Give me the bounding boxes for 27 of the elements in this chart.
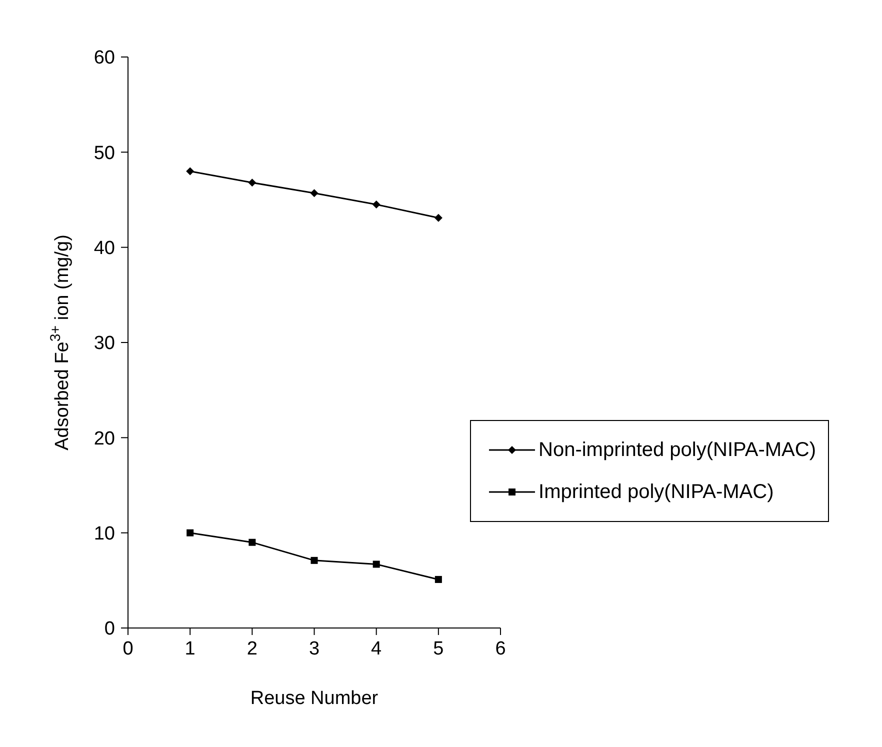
point bbox=[372, 200, 380, 209]
y-tick-label: 0 bbox=[104, 618, 115, 640]
point bbox=[310, 556, 318, 564]
point bbox=[372, 560, 380, 568]
point bbox=[248, 538, 256, 546]
point bbox=[434, 214, 442, 222]
y-tick-label: 30 bbox=[94, 333, 115, 354]
y-tick-label: 50 bbox=[94, 142, 115, 164]
point bbox=[310, 189, 318, 198]
y-tick-label: 40 bbox=[94, 238, 115, 260]
x-tick-label: 0 bbox=[122, 638, 134, 660]
legend-label: Non-imprinted poly(NIPA-MAC) bbox=[538, 438, 816, 463]
x-axis-title: Reuse Number bbox=[250, 688, 379, 709]
y-tick-label: 60 bbox=[94, 48, 115, 69]
x-tick-label: 4 bbox=[371, 638, 382, 660]
y-tick-label: 20 bbox=[94, 428, 115, 450]
legend-label: Imprinted poly(NIPA-MAC) bbox=[538, 480, 774, 505]
x-tick-label: 3 bbox=[308, 638, 320, 660]
x-tick-label: 5 bbox=[433, 638, 444, 660]
x-tick-label: 2 bbox=[246, 638, 258, 660]
point bbox=[186, 167, 194, 176]
point bbox=[434, 576, 442, 583]
x-tick-label: 1 bbox=[184, 638, 196, 660]
point bbox=[248, 178, 256, 187]
point bbox=[186, 529, 194, 536]
y-tick-label: 10 bbox=[94, 524, 115, 545]
x-tick-label: 6 bbox=[495, 638, 506, 660]
